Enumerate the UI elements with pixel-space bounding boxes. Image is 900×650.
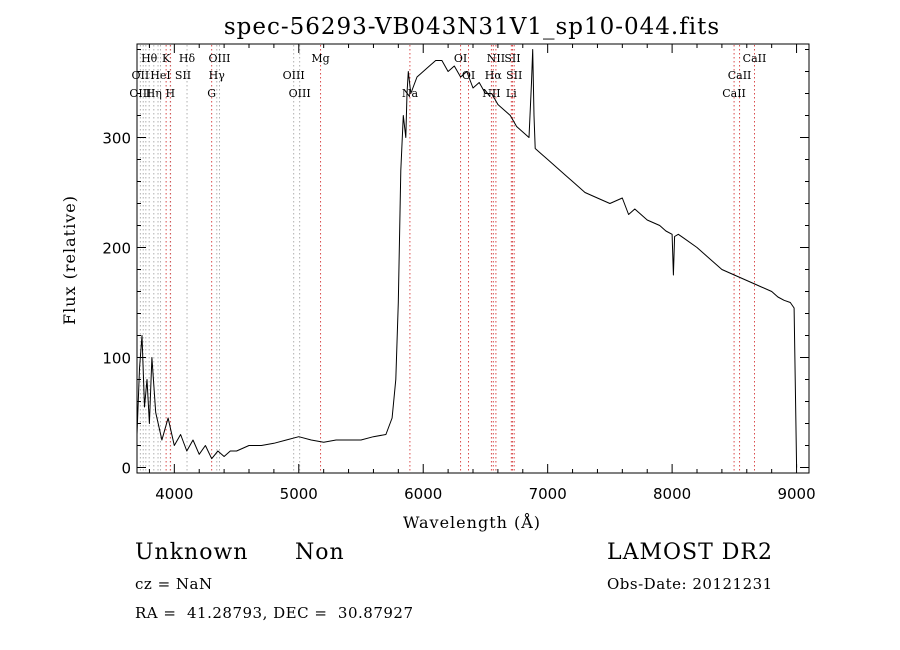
line-label-5: OI: [454, 52, 467, 65]
x-tick-label-8000: 8000: [653, 485, 691, 503]
coordinates-readout: RA = 41.28793, DEC = 30.87927: [135, 604, 414, 622]
subclass-label: Non: [295, 540, 345, 565]
line-label-9: OII: [132, 69, 150, 82]
line-label-16: SII: [506, 69, 522, 82]
spectral-feature-lines: [139, 45, 755, 472]
line-label-13: OIII: [283, 69, 305, 82]
class-label: Unknown: [135, 540, 249, 565]
line-label-26: CaII: [722, 87, 746, 100]
y-tick-label-100: 100: [102, 350, 131, 368]
survey-label: LAMOST DR2: [607, 540, 773, 565]
line-label-4: Mg: [311, 52, 329, 65]
line-label-8: CaII: [743, 52, 767, 65]
obs-date-readout: Obs-Date: 20121231: [607, 575, 773, 593]
line-label-6: NII: [487, 52, 505, 65]
spectrum-series: [136, 49, 798, 468]
line-label-25: Li: [506, 87, 517, 100]
plot-frame: [136, 43, 810, 474]
line-label-15: Hα: [485, 69, 503, 82]
x-tick-label-5000: 5000: [280, 485, 318, 503]
line-label-0: Hθ: [141, 52, 158, 65]
spectrum-line-0: [136, 49, 798, 468]
line-label-22: OIII: [289, 87, 311, 100]
line-label-2: Hδ: [179, 52, 196, 65]
x-axis-label: Wavelength (Å): [403, 512, 541, 532]
line-label-11: SII: [175, 69, 191, 82]
line-label-19: Hη: [146, 87, 162, 100]
redshift-readout: cz = NaN: [135, 575, 213, 593]
line-label-3: OIII: [208, 52, 230, 65]
x-axis: 4000 5000 6000 7000 8000 9000: [148, 44, 816, 503]
x-tick-label-4000: 4000: [155, 485, 193, 503]
x-tick-label-7000: 7000: [529, 485, 567, 503]
line-label-10: HeI: [150, 69, 170, 82]
y-tick-label-200: 200: [102, 240, 131, 258]
y-tick-label-0: 0: [121, 460, 131, 478]
y-axis-label: Flux (relative): [60, 195, 79, 325]
x-tick-label-9000: 9000: [777, 485, 815, 503]
line-label-21: G: [207, 87, 216, 100]
line-label-7: SII: [504, 52, 520, 65]
chart-title: spec-56293-VB043N31V1_sp10-044.fits: [224, 14, 720, 40]
x-tick-label-6000: 6000: [404, 485, 442, 503]
line-label-20: H: [166, 87, 176, 100]
line-label-12: Hγ: [209, 69, 226, 82]
line-label-23: Na: [402, 87, 419, 100]
y-axis: 0 100 200 300: [102, 49, 809, 478]
y-tick-label-300: 300: [102, 130, 131, 148]
line-label-1: K: [162, 52, 171, 65]
line-label-17: CaII: [728, 69, 752, 82]
